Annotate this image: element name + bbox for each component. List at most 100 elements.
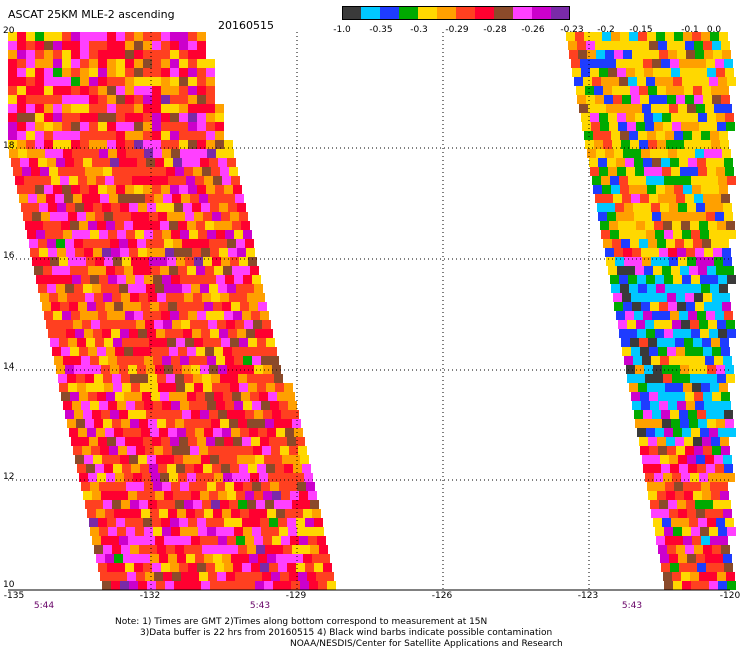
data-cell (294, 428, 303, 437)
data-cell (659, 50, 668, 59)
data-cell (162, 482, 171, 491)
data-cell (83, 410, 92, 419)
data-cell (274, 419, 283, 428)
data-cell (233, 518, 242, 527)
data-cell (645, 221, 654, 230)
data-cell (203, 464, 212, 473)
data-cell (636, 221, 645, 230)
data-cell (162, 527, 171, 536)
data-cell (202, 419, 211, 428)
data-cell (164, 284, 173, 293)
data-cell (622, 41, 631, 50)
data-cell (711, 86, 720, 95)
data-cell (657, 437, 666, 446)
data-cell (188, 104, 197, 113)
data-cell (587, 50, 596, 59)
data-cell (690, 122, 699, 131)
data-cell (708, 374, 717, 383)
y-tick-label: 20 (3, 26, 15, 36)
data-cell (647, 32, 656, 41)
data-cell (220, 167, 229, 176)
data-cell (682, 581, 691, 590)
data-cell (722, 401, 731, 410)
data-cell (716, 518, 725, 527)
data-cell (726, 374, 735, 383)
data-cell (93, 203, 102, 212)
data-cell (95, 464, 104, 473)
colorbar-label: -0.3 (410, 25, 428, 35)
data-cell (653, 365, 662, 374)
data-cell (62, 122, 71, 131)
data-cell (696, 104, 705, 113)
data-cell (229, 545, 238, 554)
colorbar-swatch (475, 6, 494, 20)
data-cell (683, 284, 692, 293)
data-cell (725, 113, 734, 122)
data-cell (135, 482, 144, 491)
data-cell (288, 401, 297, 410)
data-cell (283, 545, 292, 554)
data-cell (99, 401, 108, 410)
data-cell (195, 302, 204, 311)
data-cell (637, 77, 646, 86)
data-cell (627, 122, 636, 131)
data-cell (131, 212, 140, 221)
data-cell (721, 293, 730, 302)
data-cell (81, 149, 90, 158)
data-cell (658, 95, 667, 104)
data-cell (713, 248, 722, 257)
data-cell (53, 113, 62, 122)
data-cell (207, 482, 216, 491)
data-cell (629, 284, 638, 293)
data-cell (229, 167, 238, 176)
data-cell (35, 32, 44, 41)
data-cell (238, 419, 247, 428)
data-cell (711, 338, 720, 347)
data-cell (243, 482, 252, 491)
data-cell (656, 284, 665, 293)
data-cell (705, 509, 714, 518)
data-cell (572, 68, 581, 77)
data-cell (721, 545, 730, 554)
data-cell (147, 455, 156, 464)
data-cell (690, 572, 699, 581)
data-cell (276, 428, 285, 437)
data-cell (200, 410, 209, 419)
data-cell (663, 221, 672, 230)
footnote-line-3: NOAA/NESDIS/Center for Satellite Applica… (290, 639, 563, 649)
data-cell (724, 212, 733, 221)
data-cell (117, 149, 126, 158)
data-cell (644, 113, 653, 122)
data-cell (684, 437, 693, 446)
data-cell (632, 50, 641, 59)
data-cell (672, 473, 681, 482)
data-cell (44, 77, 53, 86)
data-cell (227, 365, 236, 374)
data-cell (108, 275, 117, 284)
data-cell (213, 509, 222, 518)
data-cell (214, 221, 223, 230)
data-cell (668, 401, 677, 410)
data-cell (677, 302, 686, 311)
data-cell (62, 113, 71, 122)
data-cell (80, 437, 89, 446)
data-cell (22, 167, 31, 176)
data-cell (173, 410, 182, 419)
data-cell (177, 176, 186, 185)
data-cell (106, 347, 115, 356)
data-cell (71, 437, 80, 446)
data-cell (44, 59, 53, 68)
data-cell (124, 221, 133, 230)
data-cell (168, 554, 177, 563)
data-cell (127, 320, 136, 329)
data-cell (94, 500, 103, 509)
data-cell (113, 257, 122, 266)
data-cell (66, 329, 75, 338)
data-cell (100, 320, 109, 329)
data-cell (640, 392, 649, 401)
data-cell (254, 491, 263, 500)
data-cell (630, 86, 639, 95)
data-cell (287, 563, 296, 572)
data-cell (267, 509, 276, 518)
data-cell (624, 203, 633, 212)
